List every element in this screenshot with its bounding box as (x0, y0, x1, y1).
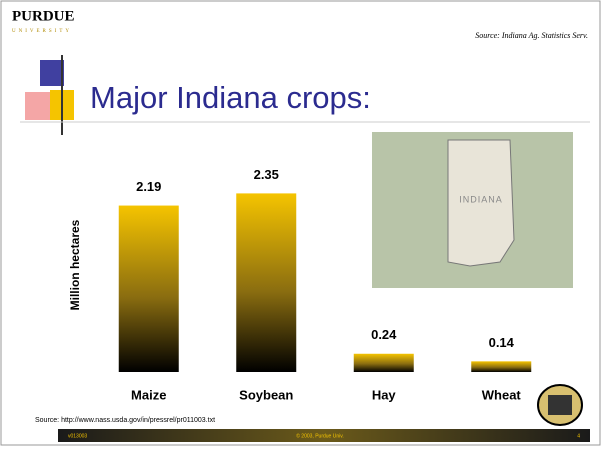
x-tick-label: Maize (131, 387, 166, 402)
x-tick-label: Hay (372, 387, 397, 402)
value-label: 0.14 (489, 335, 515, 350)
bar (353, 353, 414, 372)
bar (236, 193, 297, 372)
bar (471, 361, 532, 372)
x-tick-label: Soybean (239, 387, 293, 402)
value-label: 2.19 (136, 179, 161, 194)
logo: PURDUE (12, 8, 75, 24)
value-label: 2.35 (254, 167, 279, 182)
logo-sub: UNIVERSITY (12, 29, 72, 34)
value-label: 0.24 (371, 327, 397, 342)
map-state (447, 139, 515, 267)
map-label: INDIANA (459, 194, 503, 204)
decor (25, 92, 53, 120)
decor (40, 60, 64, 86)
source-top: Source: Indiana Ag. Statistics Serv. (475, 31, 588, 40)
x-tick-label: Wheat (482, 387, 522, 402)
chart-title: Major Indiana crops: (90, 80, 371, 115)
footer-bar (58, 429, 590, 442)
footer-page: 4 (577, 433, 580, 439)
bar (118, 205, 179, 372)
mascot (548, 395, 572, 415)
footer-left: v013003 (68, 433, 87, 439)
source-bottom: Source: http://www.nass.usda.gov/in/pres… (35, 417, 215, 424)
y-axis-label: Million hectares (68, 219, 82, 310)
footer-center: © 2003, Purdue Univ. (296, 432, 344, 439)
